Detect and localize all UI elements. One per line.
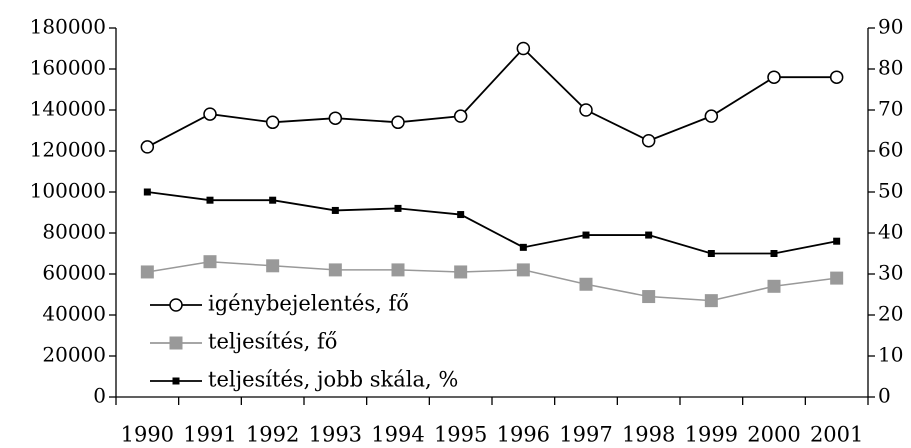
y-tick-label: 20000 [42,343,106,367]
x-tick-label: 2001 [810,423,863,447]
data-point [770,250,778,257]
y2-tick-label: 50 [878,179,903,203]
data-point [206,196,214,204]
x-tick-label: 1995 [434,423,487,447]
legend-label: igénybejelentés, fő [208,292,409,316]
data-point [579,277,593,291]
x-tick-label: 1990 [121,423,174,447]
y-tick-label: 140000 [30,97,106,121]
legend-label: teljesítés, fő [208,330,337,354]
data-point [391,263,405,277]
data-point [642,290,656,304]
data-point [394,204,402,212]
y2-tick-label: 70 [878,97,903,121]
legend-marker [169,336,183,350]
data-point [140,140,155,154]
y2-tick-label: 20 [878,302,903,326]
y-tick-label: 80000 [42,220,106,244]
y2-tick-label: 30 [878,261,903,285]
data-point [767,70,781,84]
data-point [516,41,531,56]
data-point [579,103,593,117]
data-point [328,263,342,277]
data-point [203,255,217,269]
y-tick-label: 160000 [30,56,106,80]
y-tick-label: 120000 [30,138,106,162]
x-tick-label: 1996 [497,423,550,447]
x-tick-label: 1991 [183,423,236,447]
x-tick-label: 1994 [371,423,424,447]
x-tick-label: 1997 [559,423,612,447]
x-tick-label: 1999 [685,423,738,447]
y-tick-label: 180000 [30,15,106,39]
y2-tick-label: 0 [878,384,891,408]
data-point [269,196,277,204]
data-point [143,188,151,196]
data-point [391,115,405,130]
data-point [328,111,343,125]
data-point [830,271,844,285]
x-tick-label: 1998 [622,423,675,447]
data-point [457,211,465,219]
legend-label: teljesítés, jobb skála, % [208,368,458,392]
x-tick-label: 1993 [309,423,362,447]
data-point [707,250,715,257]
data-point [641,134,656,148]
data-point [833,237,841,245]
data-point [266,259,280,273]
series-line [147,260,837,302]
data-point [582,231,590,239]
legend-marker [169,298,183,312]
data-point [516,263,530,277]
data-point [704,109,719,123]
legend-marker [172,377,180,385]
y2-tick-label: 90 [878,15,903,39]
data-point [203,107,217,121]
data-point [829,70,844,84]
data-point [331,206,339,214]
data-point [519,243,527,251]
series-line [147,191,837,255]
y-tick-label: 60000 [42,261,106,285]
y2-tick-label: 40 [878,220,903,244]
y-tick-label: 40000 [42,302,106,326]
data-point [265,115,280,130]
data-point [704,294,718,308]
y-tick-label: 100000 [30,179,106,203]
series-line [146,47,837,148]
x-tick-label: 1992 [246,423,299,447]
data-point [454,265,468,279]
data-point [645,231,653,239]
y2-tick-label: 80 [878,56,903,80]
data-point [767,279,781,293]
data-point [453,109,468,123]
y2-tick-label: 60 [878,138,903,162]
y2-tick-label: 10 [878,343,903,367]
y-tick-label: 0 [93,384,106,408]
data-point [140,265,154,279]
x-tick-label: 2000 [747,423,800,447]
